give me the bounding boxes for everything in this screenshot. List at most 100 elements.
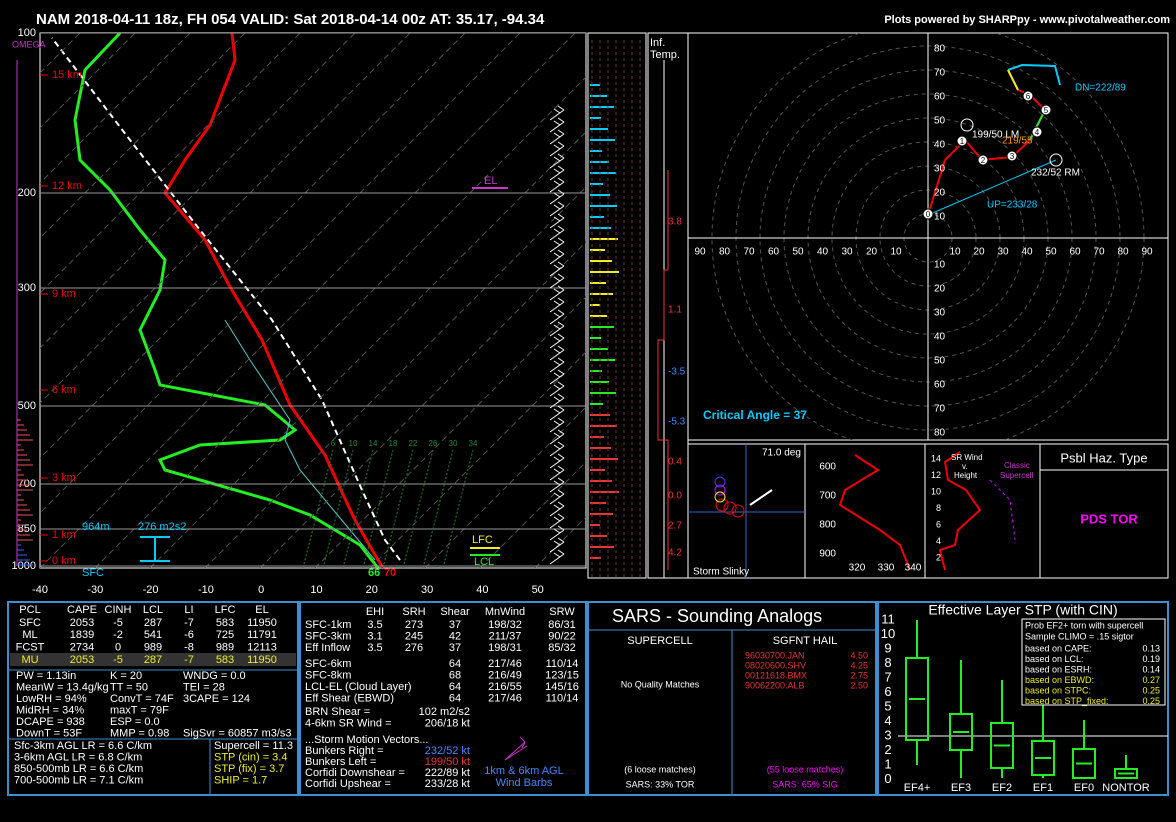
hodo-point [1006,150,1018,162]
wind-barb [549,273,565,289]
inferred-label: -5.3 [668,417,686,428]
srwind-title: Height [954,471,978,480]
wind-barb [549,285,565,301]
wind-barb [549,309,565,325]
hail-match: 08020600.SHV [745,660,806,670]
table-cell: 211/37 [489,630,522,642]
lcl-label: LCL [474,556,494,568]
ring-label: 40 [1021,247,1033,258]
table-cell: 989 [144,642,162,654]
table-cell: 11950 [247,617,277,629]
skewt-frame [39,32,587,569]
ring-label: 80 [934,428,946,439]
isotherm [314,296,586,568]
theta-trace [838,454,911,571]
table-cell: 1839 [70,629,94,641]
table-header: MnWind [485,606,525,618]
isotherm [149,131,586,568]
wind-barb [549,393,565,409]
sars-text: No Quality Matches [621,679,700,689]
table-cell: 85/32 [548,642,576,654]
stp-prob: based on EBWD: [1025,675,1094,685]
table-cell: 216/55 [488,681,522,693]
motion-title: ...Storm Motion Vectors... [305,734,429,746]
ring-label: 70 [1093,247,1105,258]
isotherm [40,33,191,184]
mixing-ratio-label: 34 [469,439,478,448]
isotherm [40,33,576,568]
wind-barb [549,117,565,133]
table-cell: 68 [449,669,461,681]
hazard-title: Psbl Haz. Type [1060,450,1147,465]
isotherm [40,33,411,404]
table-cell: 989 [216,642,234,654]
pressure-label: 850 [18,523,36,535]
stp-legend [1021,618,1166,706]
table-cell: 276 [405,642,423,654]
wind-barb [549,261,565,277]
skewt-plot [40,33,586,568]
classic-label: Classic [1004,461,1030,470]
ring-label: 30 [934,164,946,175]
classic-supercell [989,479,1016,541]
motion-label: Bunkers Left = [305,756,376,768]
wind-barb [549,513,565,529]
theta-temp: 320 [849,563,866,574]
height-label: 9 km [52,288,76,300]
table-cell: 145/16 [545,681,579,693]
stp-prob: 0.19 [1142,654,1160,664]
motion-value: 222/89 kt [425,767,470,779]
kinematic-frame [299,601,587,796]
index: ESP = 0.0 [110,716,160,728]
ring-label: 20 [934,284,946,295]
mixing-ratio-line [402,449,434,568]
temp-label: 0 [258,584,264,596]
stp-prob: 0.27 [1142,675,1160,685]
table-cell: 725 [216,629,234,641]
wind-barb [549,405,565,421]
dewpoint-trace [73,33,380,568]
sfc-t: 70 [384,567,396,579]
table-cell: 198/32 [488,619,522,631]
inferred-label: 0.0 [668,491,682,502]
wind-barb [549,201,565,217]
slinky-vector [749,489,773,506]
hodo-point [1040,104,1052,116]
lm-marker [960,118,974,132]
temp-label: 10 [310,584,322,596]
table-cell: SFC-3km [305,630,351,642]
table-header: LFC [215,604,236,616]
isotherm [40,33,356,349]
ring-label: 50 [1045,247,1057,258]
isotherm [40,33,521,514]
stp-category: EF2 [992,782,1012,794]
isotherm [40,33,301,294]
ring-label: 50 [792,247,804,258]
table-cell: ML [22,629,37,641]
height-label: 12 km [52,180,82,192]
lm-label: 199/50 LM [972,130,1019,141]
kin-value: 206/18 kt [425,717,470,729]
motion-label: Corfidi Upshear = [305,778,391,790]
stp-box [1072,720,1096,779]
slinky-ring [714,476,726,488]
stp-prob: 0.25 [1142,696,1160,706]
slinky-ring [723,501,737,515]
index: K = 20 [110,670,142,682]
table-cell: 217/46 [488,692,522,704]
wind-barb [549,501,565,517]
wind-barb [549,189,565,205]
ring-label: 80 [934,44,946,55]
table-cell: 2053 [70,654,94,666]
table-cell: 12113 [247,642,277,654]
table-cell: 64 [449,658,461,670]
wind-barb [549,321,565,337]
table-cell: 287 [144,617,162,629]
sars-header: SUPERCELL [627,635,692,647]
stp-frame [877,601,1169,796]
wind-barb [549,381,565,397]
lapse-rate: Sfc-3km AGL LR = 6.6 C/km [14,740,152,752]
composite: STP (cin) = 3.4 [214,751,287,763]
critical-angle: Critical Angle = 37 [703,408,807,422]
storm-motion-line [927,159,1057,216]
